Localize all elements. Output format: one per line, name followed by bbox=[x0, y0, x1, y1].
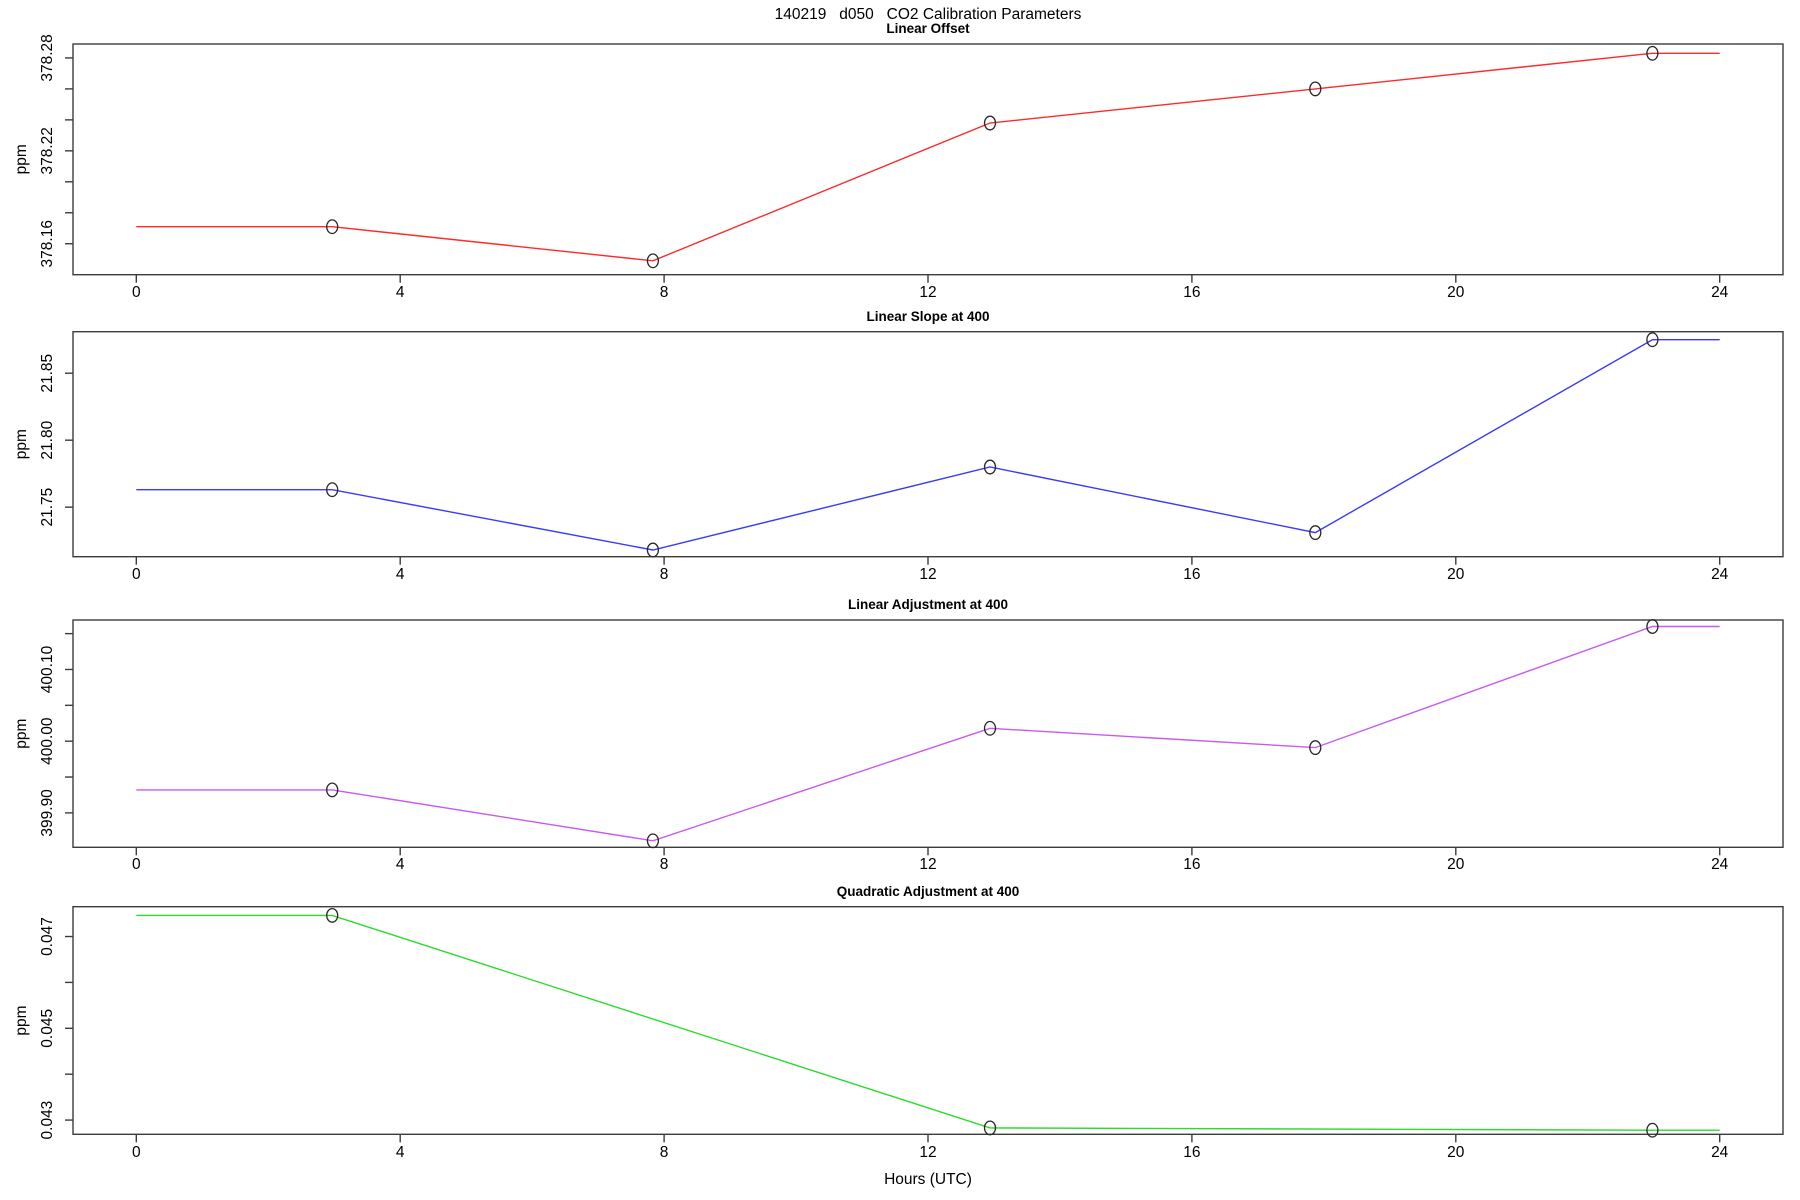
x-tick-label: 20 bbox=[1447, 284, 1465, 301]
y-tick-label: 21.80 bbox=[39, 420, 56, 459]
y-tick-label: 378.22 bbox=[39, 127, 56, 174]
x-tick-label: 16 bbox=[1183, 566, 1200, 583]
x-tick-label: 0 bbox=[132, 856, 141, 873]
x-tick-label: 24 bbox=[1711, 856, 1729, 873]
plot-frame bbox=[72, 43, 1784, 276]
y-axis-label: ppm bbox=[13, 429, 30, 459]
x-tick-label: 8 bbox=[660, 284, 669, 301]
series-line bbox=[136, 625, 1720, 842]
data-point-marker bbox=[983, 1120, 997, 1136]
data-point-marker bbox=[326, 907, 339, 923]
x-tick-label: 8 bbox=[660, 1144, 669, 1161]
x-tick-label: 12 bbox=[919, 856, 936, 873]
x-axis-title: Hours (UTC) bbox=[884, 1171, 972, 1188]
panel-title: Linear Adjustment at 400 bbox=[848, 597, 1008, 612]
y-axis-label: ppm bbox=[13, 719, 30, 749]
y-tick-label: 21.85 bbox=[39, 354, 56, 393]
y-tick-label: 378.28 bbox=[39, 34, 56, 81]
y-tick-label: 21.75 bbox=[39, 488, 56, 527]
plot-frame bbox=[72, 619, 1784, 849]
data-point-marker bbox=[1646, 1122, 1659, 1138]
panel-title: Linear Slope at 400 bbox=[866, 309, 989, 324]
panel-4: Quadratic Adjustment at 400 ppm 0.043 0.045… bbox=[13, 884, 1784, 1161]
y-tick-label: 0.045 bbox=[39, 1009, 56, 1048]
data-point-marker bbox=[1309, 81, 1322, 97]
x-tick-label: 24 bbox=[1711, 284, 1729, 301]
data-point-marker bbox=[1309, 740, 1322, 756]
figure-title: 140219 d050 CO2 Calibration Parameters bbox=[774, 6, 1082, 23]
data-point-marker bbox=[1309, 525, 1322, 541]
x-tick-label: 20 bbox=[1447, 1144, 1465, 1161]
y-axis-label: ppm bbox=[13, 1005, 30, 1035]
x-tick-label: 4 bbox=[396, 856, 405, 873]
panel-3: Linear Adjustment at 400 ppm 399.90 400.00 4… bbox=[13, 597, 1784, 873]
y-tick-label: 400.10 bbox=[39, 645, 56, 693]
data-point-marker bbox=[983, 115, 997, 131]
series-line bbox=[136, 339, 1720, 551]
data-point-marker bbox=[1646, 45, 1659, 61]
x-tick-label: 20 bbox=[1447, 856, 1465, 873]
y-tick-label: 0.047 bbox=[39, 917, 56, 956]
data-point-marker bbox=[983, 459, 997, 475]
x-tick-label: 12 bbox=[919, 1144, 936, 1161]
y-axis-label: ppm bbox=[13, 144, 30, 174]
x-tick-label: 24 bbox=[1711, 1144, 1729, 1161]
x-tick-label: 0 bbox=[132, 566, 141, 583]
x-tick-label: 12 bbox=[919, 284, 936, 301]
x-tick-label: 8 bbox=[660, 856, 669, 873]
x-tick-label: 16 bbox=[1183, 1144, 1200, 1161]
data-point-marker bbox=[326, 782, 339, 798]
data-point-marker bbox=[326, 219, 339, 235]
plot-frame bbox=[72, 331, 1784, 558]
data-point-marker bbox=[1646, 332, 1659, 348]
x-tick-label: 0 bbox=[132, 284, 141, 301]
x-tick-label: 4 bbox=[396, 284, 405, 301]
x-tick-label: 16 bbox=[1183, 856, 1200, 873]
y-tick-label: 378.16 bbox=[39, 220, 56, 267]
y-tick-label: 399.90 bbox=[39, 789, 56, 837]
x-tick-label: 16 bbox=[1183, 284, 1200, 301]
x-tick-label: 4 bbox=[396, 1144, 405, 1161]
data-point-marker bbox=[983, 720, 997, 736]
data-point-marker bbox=[1646, 619, 1659, 634]
data-point-marker bbox=[646, 542, 660, 558]
data-point-marker bbox=[326, 482, 339, 498]
y-tick-label: 400.00 bbox=[39, 717, 56, 765]
x-tick-label: 4 bbox=[396, 566, 405, 583]
x-tick-label: 20 bbox=[1447, 566, 1465, 583]
plot-frame bbox=[72, 906, 1784, 1136]
y-tick-label: 0.043 bbox=[39, 1101, 56, 1140]
series-line bbox=[136, 914, 1720, 1131]
data-point-marker bbox=[646, 253, 660, 269]
panel-title: Linear Offset bbox=[886, 21, 970, 36]
data-point-marker bbox=[646, 833, 660, 849]
x-tick-label: 8 bbox=[660, 566, 669, 583]
panel-2: Linear Slope at 400 ppm 21.75 21.80 21.85 0 4 8… bbox=[13, 309, 1784, 583]
panel-title: Quadratic Adjustment at 400 bbox=[837, 884, 1020, 899]
x-tick-label: 12 bbox=[919, 566, 936, 583]
x-tick-label: 0 bbox=[132, 1144, 141, 1161]
x-tick-label: 24 bbox=[1711, 566, 1729, 583]
series-line bbox=[136, 52, 1720, 262]
panel-1: Linear Offset ppm 378.16 378.22 378.28 0 4 8 12 1… bbox=[13, 21, 1784, 301]
